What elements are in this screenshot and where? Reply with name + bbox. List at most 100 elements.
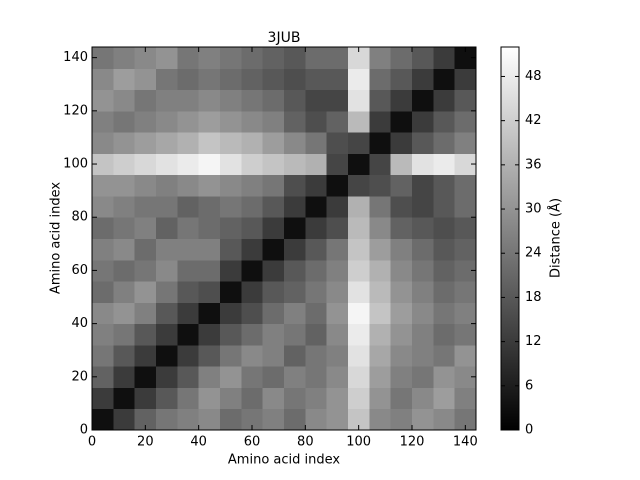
heatmap-cell <box>241 238 264 261</box>
colorbar-tick-label: 18 <box>525 290 542 305</box>
heatmap-cell <box>326 47 349 69</box>
heatmap-cell <box>284 174 306 197</box>
heatmap-cell <box>284 302 306 325</box>
heatmap-cell <box>348 195 370 218</box>
heatmap-cell <box>369 68 392 91</box>
heatmap-cell <box>177 408 200 431</box>
heatmap-cell <box>305 132 328 154</box>
heatmap-cell <box>198 302 221 325</box>
heatmap-cell <box>177 302 200 325</box>
heatmap-cell <box>412 89 434 112</box>
heatmap-cell <box>369 47 392 69</box>
colorbar-tick-label: 12 <box>525 334 542 349</box>
heatmap-cell <box>454 174 477 197</box>
heatmap-cell <box>390 195 413 218</box>
heatmap-cell <box>412 408 434 431</box>
heatmap-cell <box>433 387 456 410</box>
heatmap-cell <box>305 153 328 176</box>
colorbar-tick-label: 36 <box>525 157 542 172</box>
heatmap-cell <box>220 408 242 431</box>
heatmap-cell <box>433 195 456 218</box>
heatmap-cell <box>284 68 306 91</box>
heatmap-cell <box>198 110 221 133</box>
heatmap-cell <box>220 174 242 197</box>
heatmap-cell <box>134 68 157 91</box>
heatmap-cell <box>198 259 221 282</box>
heatmap-cell <box>92 238 114 261</box>
heatmap-cell <box>326 89 349 112</box>
heatmap-cell <box>454 366 477 388</box>
heatmap-cell <box>262 302 285 325</box>
x-tick-label: 100 <box>346 435 371 450</box>
heatmap-cell <box>433 217 456 239</box>
heatmap-cell <box>348 302 370 325</box>
heatmap-cell <box>262 344 285 367</box>
heatmap-cell <box>241 68 264 91</box>
heatmap-cell <box>134 47 157 69</box>
heatmap-cell <box>220 68 242 91</box>
heatmap-cell <box>113 68 136 91</box>
heatmap-cell <box>156 89 178 112</box>
y-tick-label: 40 <box>71 316 88 331</box>
heatmap-cell <box>284 259 306 282</box>
heatmap-cell <box>198 68 221 91</box>
heatmap-cell <box>369 195 392 218</box>
heatmap-cell <box>348 259 370 282</box>
heatmap-cell <box>134 344 157 367</box>
heatmap-cell <box>92 366 114 388</box>
heatmap-cell <box>177 217 200 239</box>
heatmap-cell <box>348 217 370 239</box>
heatmap-cell <box>177 132 200 154</box>
heatmap-cell <box>113 323 136 346</box>
heatmap-cell <box>134 323 157 346</box>
heatmap-cell <box>220 110 242 133</box>
heatmap-cell <box>92 89 114 112</box>
heatmap-cell <box>156 408 178 431</box>
heatmap-cell <box>348 174 370 197</box>
heatmap-cell <box>156 153 178 176</box>
heatmap-cell <box>412 68 434 91</box>
heatmap-cell <box>241 174 264 197</box>
x-tick-label: 20 <box>137 435 154 450</box>
heatmap-cell <box>454 302 477 325</box>
heatmap-cell <box>177 281 200 303</box>
x-tick-label: 0 <box>88 435 96 450</box>
heatmap-cell <box>284 132 306 154</box>
heatmap-cell <box>348 387 370 410</box>
y-tick-label: 100 <box>63 157 88 172</box>
heatmap-cell <box>284 217 306 239</box>
heatmap-cell <box>390 68 413 91</box>
heatmap-cell <box>390 344 413 367</box>
heatmap-cell <box>134 238 157 261</box>
heatmap-cell <box>92 323 114 346</box>
heatmap-cell <box>198 89 221 112</box>
heatmap-cell <box>113 259 136 282</box>
y-tick-label: 140 <box>63 50 88 65</box>
heatmap-cell <box>390 387 413 410</box>
heatmap-cell <box>198 132 221 154</box>
heatmap-cell <box>454 110 477 133</box>
heatmap-cell <box>134 259 157 282</box>
heatmap-cell <box>326 281 349 303</box>
x-tick-label: 140 <box>453 435 478 450</box>
heatmap-cell <box>262 47 285 69</box>
heatmap-cell <box>113 387 136 410</box>
heatmap-cell <box>92 302 114 325</box>
heatmap-cell <box>198 281 221 303</box>
heatmap-cell <box>92 259 114 282</box>
heatmap-cell <box>134 408 157 431</box>
y-tick-label: 20 <box>71 369 88 384</box>
heatmap-cell <box>134 110 157 133</box>
heatmap-cell <box>348 153 370 176</box>
heatmap-cell <box>390 47 413 69</box>
heatmap-cell <box>305 217 328 239</box>
heatmap-cell <box>412 281 434 303</box>
heatmap-cell <box>284 153 306 176</box>
heatmap-cell <box>433 89 456 112</box>
heatmap-cell <box>326 238 349 261</box>
heatmap-cell <box>113 47 136 69</box>
heatmap-cell <box>262 366 285 388</box>
heatmap-cell <box>241 344 264 367</box>
heatmap-cell <box>241 47 264 69</box>
heatmap-cell <box>433 408 456 431</box>
